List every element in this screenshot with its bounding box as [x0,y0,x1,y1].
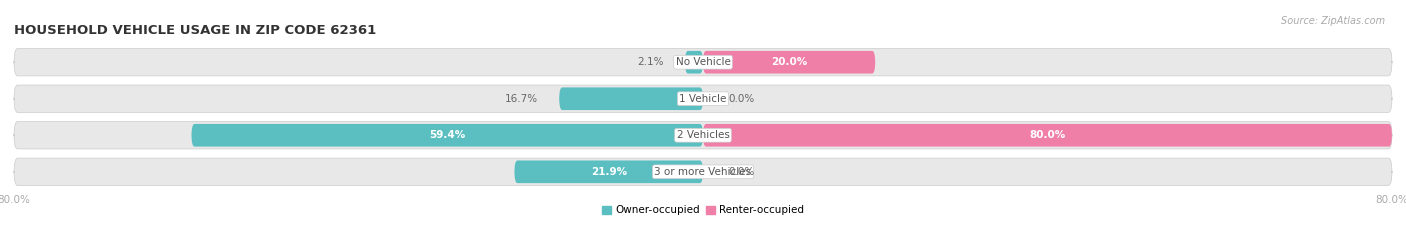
FancyBboxPatch shape [560,88,703,110]
Text: 16.7%: 16.7% [505,94,537,104]
FancyBboxPatch shape [14,158,1392,186]
Text: 20.0%: 20.0% [770,57,807,67]
FancyBboxPatch shape [14,48,1392,76]
Text: 21.9%: 21.9% [591,167,627,177]
FancyBboxPatch shape [191,124,703,146]
Text: Source: ZipAtlas.com: Source: ZipAtlas.com [1281,16,1385,26]
FancyBboxPatch shape [14,85,1392,112]
FancyBboxPatch shape [14,122,1392,149]
Text: 2 Vehicles: 2 Vehicles [676,130,730,140]
Legend: Owner-occupied, Renter-occupied: Owner-occupied, Renter-occupied [598,201,808,220]
FancyBboxPatch shape [515,161,703,183]
Text: 0.0%: 0.0% [728,167,755,177]
Text: 59.4%: 59.4% [429,130,465,140]
Text: 2.1%: 2.1% [637,57,664,67]
Text: No Vehicle: No Vehicle [675,57,731,67]
Text: 0.0%: 0.0% [728,94,755,104]
FancyBboxPatch shape [703,124,1392,146]
Text: HOUSEHOLD VEHICLE USAGE IN ZIP CODE 62361: HOUSEHOLD VEHICLE USAGE IN ZIP CODE 6236… [14,24,377,37]
FancyBboxPatch shape [685,51,703,73]
Text: 80.0%: 80.0% [1029,130,1066,140]
Text: 3 or more Vehicles: 3 or more Vehicles [654,167,752,177]
Text: 1 Vehicle: 1 Vehicle [679,94,727,104]
FancyBboxPatch shape [703,51,875,73]
